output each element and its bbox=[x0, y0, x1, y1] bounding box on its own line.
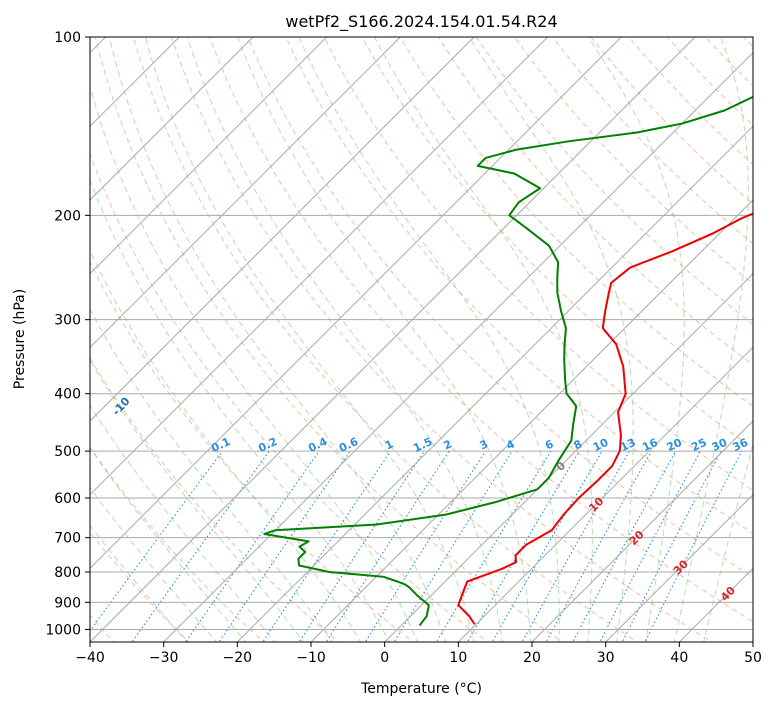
plot-frame bbox=[89, 36, 754, 643]
dry-adiabat-line bbox=[90, 152, 489, 642]
x-axis-ticks: −40 −30 −20 −10 0 10 20 30 40 50 bbox=[75, 642, 762, 666]
mixing-ratio-label: 16 bbox=[640, 436, 660, 454]
mixing-ratio-line bbox=[393, 450, 513, 642]
isotherm-line bbox=[90, 37, 328, 275]
y-tick-label: 700 bbox=[54, 531, 81, 547]
y-tick-label: 300 bbox=[54, 313, 81, 329]
mixing-ratio-label: 25 bbox=[689, 436, 708, 454]
isotherm-line bbox=[531, 420, 753, 642]
chart-title: wetPf2_S166.2024.154.01.54.R24 bbox=[285, 12, 557, 32]
dry-adiabat-line bbox=[285, 37, 753, 535]
x-tick-label: 50 bbox=[744, 650, 762, 666]
mixing-ratio-line bbox=[298, 450, 425, 642]
x-tick-label: −30 bbox=[149, 650, 179, 666]
dry-adiabat-line bbox=[90, 260, 414, 642]
mixing-ratio-line bbox=[90, 450, 223, 632]
y-tick-label: 600 bbox=[54, 491, 81, 507]
moist-adiabat-line bbox=[90, 84, 418, 642]
x-tick-label: 40 bbox=[670, 650, 688, 666]
x-tick-label: 20 bbox=[523, 650, 541, 666]
isotherm-line bbox=[90, 37, 475, 422]
y-tick-label: 500 bbox=[54, 444, 81, 460]
mixing-ratio-label: 36 bbox=[731, 436, 751, 454]
x-tick-label: 10 bbox=[449, 650, 467, 666]
y-tick-label: 400 bbox=[54, 387, 81, 403]
mixing-ratio-label: 30 bbox=[710, 436, 730, 454]
y-tick-label: 100 bbox=[54, 30, 81, 46]
mixing-ratio-line bbox=[572, 450, 677, 642]
isotherm-line bbox=[236, 125, 753, 642]
pressure-gridlines bbox=[90, 37, 753, 630]
x-tick-label: −10 bbox=[296, 650, 326, 666]
y-tick-label: 1000 bbox=[45, 622, 81, 638]
mixing-ratio-line bbox=[621, 450, 722, 642]
mixing-ratio-line bbox=[262, 450, 392, 642]
mixing-ratio-line bbox=[218, 450, 351, 642]
dry-adiabat-line bbox=[94, 37, 564, 642]
dry-adiabat-line bbox=[170, 37, 713, 642]
dry-adiabat-line bbox=[90, 446, 265, 642]
y-axis-ticks: 1000 900 800 700 600 500 400 300 200 100 bbox=[45, 30, 90, 638]
mixing-ratio-label: 13 bbox=[618, 436, 637, 454]
mixing-ratio-line bbox=[599, 450, 702, 642]
temperature-profile-line bbox=[457, 212, 753, 625]
isotherm-line bbox=[163, 51, 753, 642]
isotherm-line bbox=[605, 493, 753, 642]
isotherm-line bbox=[90, 37, 622, 570]
isotherm-line bbox=[90, 37, 254, 201]
dry-adiabat-line bbox=[132, 37, 638, 642]
y-tick-label: 200 bbox=[54, 208, 81, 224]
x-tick-label: 30 bbox=[597, 650, 615, 666]
isotherm-line bbox=[90, 37, 401, 349]
mixing-ratio-line bbox=[131, 450, 270, 642]
dry-adiabat-line bbox=[90, 531, 190, 642]
y-tick-label: 900 bbox=[54, 595, 81, 611]
x-tick-label: −40 bbox=[75, 650, 105, 666]
isotherm-line bbox=[90, 37, 549, 496]
mixing-ratio-line bbox=[466, 450, 580, 642]
moist-adiabat-line bbox=[90, 249, 362, 642]
y-tick-label: 800 bbox=[54, 565, 81, 581]
x-axis-label: Temperature (°C) bbox=[360, 681, 482, 697]
dry-adiabat-line bbox=[323, 37, 753, 491]
dewpoint-profile-line bbox=[263, 95, 753, 627]
mixing-ratio-line bbox=[325, 450, 450, 642]
profile-series bbox=[263, 95, 753, 627]
moist-adiabat-line bbox=[90, 178, 390, 642]
mixing-ratio-label: 10 bbox=[591, 436, 611, 454]
x-tick-label: 0 bbox=[380, 650, 389, 666]
dry-adiabats bbox=[90, 37, 753, 642]
mixing-ratio-line bbox=[185, 450, 320, 642]
dry-adiabat-line bbox=[209, 37, 753, 623]
isotherm-line bbox=[457, 346, 753, 642]
isotherm-line bbox=[384, 272, 753, 642]
isotherms bbox=[90, 37, 753, 642]
y-axis-label: Pressure (hPa) bbox=[12, 289, 28, 389]
x-tick-label: −20 bbox=[223, 650, 253, 666]
mixing-ratio-label: 20 bbox=[665, 436, 685, 454]
